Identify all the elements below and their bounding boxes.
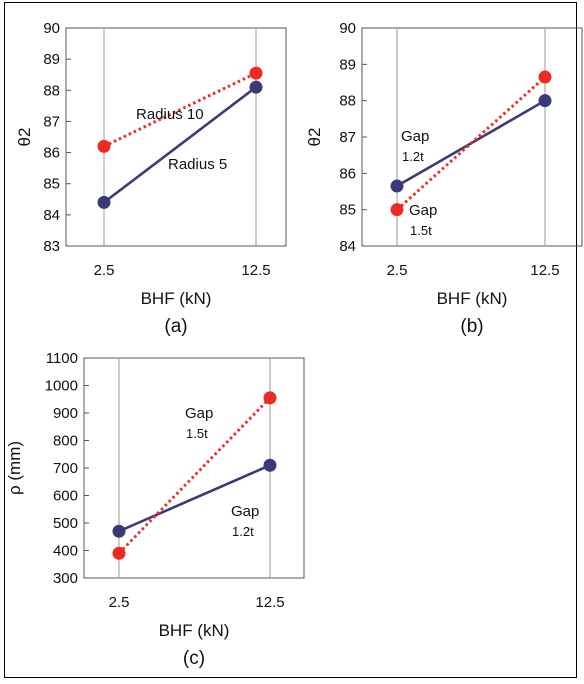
figure-frame (4, 2, 577, 678)
y-tick-label: 1100 (46, 350, 78, 367)
y-tick-label: 600 (53, 488, 78, 505)
annotation-gap-1-2t-value: 1.2t (402, 149, 424, 164)
data-point-gap-1-5t (263, 391, 277, 405)
series-line-gap-1-5t (395, 75, 547, 211)
plot-area-a (65, 27, 287, 247)
data-point-radius-5 (97, 195, 111, 209)
y-tick-label: 86 (339, 165, 356, 182)
y-tick-label: 85 (339, 202, 356, 219)
y-tick-label: 86 (43, 145, 60, 162)
y-tick-label: 800 (53, 433, 78, 450)
x-tick-label: 12.5 (255, 594, 284, 611)
y-tick-label: 87 (339, 129, 356, 146)
annotation-gap-1-2t-value-c: 1.2t (232, 524, 254, 539)
y-tick-label: 85 (43, 176, 60, 193)
x-axis-label-b: BHF (kN) (437, 289, 508, 308)
y-tick-label: 89 (339, 56, 356, 73)
data-point-radius-5 (249, 80, 263, 94)
annotation-gap-1-2t-title: Gap (401, 128, 429, 145)
y-tick-label: 500 (53, 515, 78, 532)
panel-a: 83 84 85 86 87 88 89 90 2.5 12.5 Radius 10 Radius… (15, 20, 287, 337)
caption-b: (b) (460, 316, 483, 337)
annotation-gap-1-2t-title-c: Gap (231, 503, 259, 520)
series-line-radius-5 (103, 86, 257, 204)
annotation-gap-1-5t-title: Gap (409, 202, 437, 219)
series-line-radius-10 (103, 71, 257, 148)
y-tick-label: 88 (339, 93, 356, 110)
y-tick-label: 88 (43, 82, 60, 99)
x-tick-label: 2.5 (387, 262, 408, 279)
annotation-gap-1-5t-value: 1.5t (410, 223, 432, 238)
data-point-gap-1-2t (390, 179, 404, 193)
data-point-gap-1-2t (538, 94, 552, 108)
data-point-gap-1-5t (112, 546, 126, 560)
y-tick-label: 90 (43, 20, 60, 37)
data-point-gap-1-2t (263, 458, 277, 472)
data-point-radius-10 (97, 139, 111, 153)
x-tick-label: 2.5 (109, 594, 130, 611)
caption-c: (c) (183, 648, 205, 669)
y-tick-label: 89 (43, 51, 60, 68)
annotation-radius-10: Radius 10 (136, 106, 204, 123)
y-tick-label: 84 (43, 207, 60, 224)
y-tick-label: 700 (53, 460, 78, 477)
data-point-gap-1-2t (112, 524, 126, 538)
y-tick-label: 87 (43, 113, 60, 130)
y-tick-label: 300 (53, 570, 78, 587)
data-point-gap-1-5t (390, 203, 404, 217)
y-tick-label: 84 (339, 238, 356, 255)
y-tick-label: 83 (43, 238, 60, 255)
annotation-gap-1-5t-value-c: 1.5t (186, 426, 208, 441)
y-tick-label: 400 (53, 543, 78, 560)
panel-c: 300 400 500 600 700 800 900 1000 1100 2.5 12.5 Gap… (5, 350, 305, 669)
x-tick-label: 12.5 (241, 262, 270, 279)
x-tick-label: 2.5 (94, 262, 115, 279)
series-line-gap-1-2t (118, 464, 271, 533)
x-axis-label-c: BHF (kN) (159, 621, 230, 640)
data-point-gap-1-5t (538, 70, 552, 84)
data-point-radius-10 (249, 66, 263, 80)
annotation-gap-1-5t-title-c: Gap (185, 405, 213, 422)
y-axis-label-a: θ2 (15, 128, 34, 147)
y-axis-label-b: θ2 (305, 128, 324, 147)
y-tick-label: 900 (53, 405, 78, 422)
annotation-radius-5: Radius 5 (168, 156, 227, 173)
y-tick-label: 90 (339, 20, 356, 37)
caption-a: (a) (164, 316, 187, 337)
y-tick-label: 1000 (45, 378, 78, 395)
x-tick-label: 12.5 (530, 262, 559, 279)
y-axis-label-c: ρ (mm) (5, 441, 24, 495)
x-axis-label-a: BHF (kN) (141, 289, 212, 308)
